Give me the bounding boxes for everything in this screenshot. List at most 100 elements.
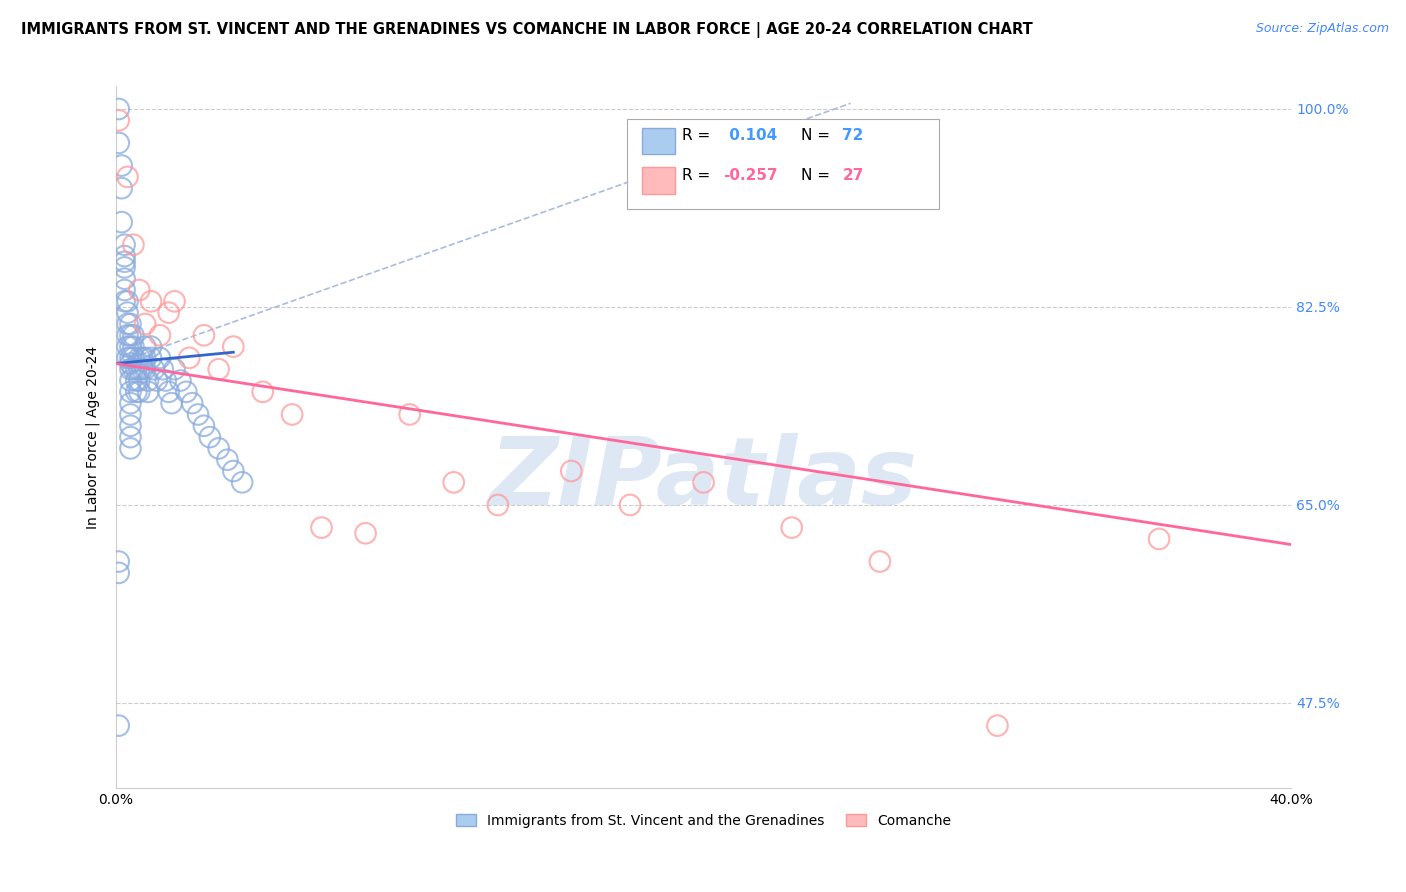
Point bbox=[125, 384, 148, 399]
Point bbox=[117, 328, 139, 343]
Point bbox=[120, 351, 142, 365]
Point bbox=[120, 430, 142, 444]
Point bbox=[128, 351, 150, 365]
Point bbox=[398, 408, 420, 422]
Point bbox=[208, 442, 231, 456]
Point bbox=[443, 475, 465, 490]
Point bbox=[193, 418, 215, 433]
Point bbox=[354, 526, 377, 541]
Point bbox=[136, 384, 159, 399]
Point bbox=[128, 362, 150, 376]
Point bbox=[107, 136, 129, 150]
Point bbox=[146, 374, 169, 388]
Point bbox=[117, 294, 139, 309]
Point bbox=[128, 283, 150, 297]
Point bbox=[169, 374, 191, 388]
Point bbox=[193, 328, 215, 343]
Text: Source: ZipAtlas.com: Source: ZipAtlas.com bbox=[1256, 22, 1389, 36]
Point bbox=[120, 317, 142, 331]
Point bbox=[281, 408, 304, 422]
Point bbox=[114, 260, 136, 275]
Point bbox=[120, 357, 142, 371]
Point bbox=[128, 374, 150, 388]
Text: N =: N = bbox=[801, 128, 835, 144]
Point bbox=[122, 328, 145, 343]
FancyBboxPatch shape bbox=[627, 120, 939, 209]
Point bbox=[120, 374, 142, 388]
Point bbox=[149, 328, 172, 343]
Point bbox=[107, 566, 129, 580]
Legend: Immigrants from St. Vincent and the Grenadines, Comanche: Immigrants from St. Vincent and the Gren… bbox=[450, 808, 957, 833]
Text: IMMIGRANTS FROM ST. VINCENT AND THE GRENADINES VS COMANCHE IN LABOR FORCE | AGE : IMMIGRANTS FROM ST. VINCENT AND THE GREN… bbox=[21, 22, 1033, 38]
Point bbox=[111, 215, 134, 229]
Point bbox=[120, 418, 142, 433]
Point bbox=[117, 169, 139, 184]
Point bbox=[134, 317, 156, 331]
Point bbox=[252, 384, 274, 399]
Point bbox=[122, 237, 145, 252]
Point bbox=[136, 374, 159, 388]
Point bbox=[114, 254, 136, 268]
Text: 0.104: 0.104 bbox=[724, 128, 776, 144]
Point bbox=[120, 442, 142, 456]
Point bbox=[120, 408, 142, 422]
Point bbox=[187, 408, 209, 422]
Text: ZIPatlas: ZIPatlas bbox=[489, 434, 918, 525]
Point bbox=[181, 396, 204, 410]
Point bbox=[114, 283, 136, 297]
Point bbox=[120, 384, 142, 399]
Point bbox=[692, 475, 714, 490]
Point bbox=[780, 520, 803, 534]
Point bbox=[149, 351, 172, 365]
Point bbox=[139, 340, 162, 354]
Point bbox=[107, 102, 129, 116]
Point bbox=[208, 362, 231, 376]
Point bbox=[155, 374, 177, 388]
Point bbox=[143, 362, 166, 376]
Point bbox=[125, 362, 148, 376]
Point bbox=[117, 351, 139, 365]
Point bbox=[122, 340, 145, 354]
Point bbox=[222, 340, 245, 354]
Point bbox=[120, 340, 142, 354]
Point bbox=[122, 362, 145, 376]
Point bbox=[179, 351, 201, 365]
Point bbox=[139, 351, 162, 365]
Point bbox=[131, 362, 153, 376]
Point bbox=[157, 305, 180, 319]
Point bbox=[120, 328, 142, 343]
Point bbox=[134, 351, 156, 365]
Point bbox=[619, 498, 641, 512]
Point bbox=[131, 351, 153, 365]
Point bbox=[122, 351, 145, 365]
Point bbox=[111, 181, 134, 195]
Text: -0.257: -0.257 bbox=[724, 169, 778, 184]
Text: 27: 27 bbox=[842, 169, 863, 184]
Point bbox=[114, 294, 136, 309]
Bar bbox=[643, 167, 675, 194]
Text: 72: 72 bbox=[842, 128, 863, 144]
Point bbox=[217, 452, 239, 467]
Point bbox=[311, 520, 333, 534]
Point bbox=[176, 384, 198, 399]
Point bbox=[134, 362, 156, 376]
Point bbox=[114, 249, 136, 263]
Point bbox=[231, 475, 253, 490]
Text: R =: R = bbox=[682, 128, 716, 144]
Text: N =: N = bbox=[801, 169, 835, 184]
Point bbox=[1147, 532, 1170, 546]
Bar bbox=[643, 128, 675, 154]
Point bbox=[160, 396, 183, 410]
Point bbox=[125, 374, 148, 388]
Point bbox=[107, 718, 129, 732]
Point bbox=[986, 718, 1008, 732]
Point bbox=[107, 113, 129, 128]
Point bbox=[111, 159, 134, 173]
Point bbox=[114, 237, 136, 252]
Point bbox=[198, 430, 221, 444]
Point bbox=[120, 362, 142, 376]
Point bbox=[869, 555, 891, 569]
Y-axis label: In Labor Force | Age 20-24: In Labor Force | Age 20-24 bbox=[86, 345, 100, 529]
Point bbox=[128, 384, 150, 399]
Point bbox=[120, 396, 142, 410]
